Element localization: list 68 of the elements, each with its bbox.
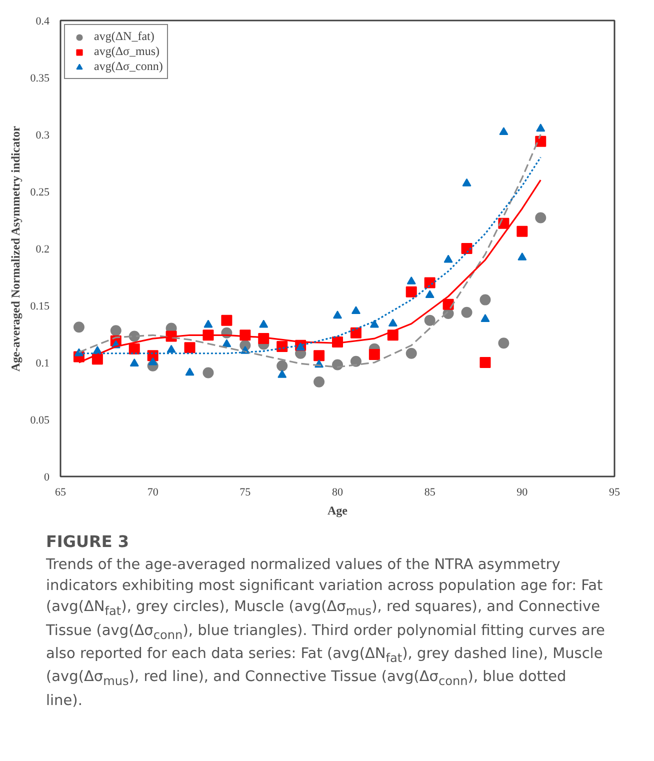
point [278,370,287,378]
point [480,294,491,306]
point [461,306,472,318]
point [73,322,84,333]
point [406,348,417,359]
point [462,178,472,186]
x-tick-label: 80 [332,486,344,498]
x-axis-title: Age [328,504,348,518]
point [148,357,158,366]
point [222,339,232,348]
point [424,314,436,326]
point [406,286,417,298]
point [498,338,510,349]
y-tick-label: 0.15 [30,300,50,312]
y-tick-label: 0 [44,472,50,484]
legend-label: avg(ΔN_fat) [94,29,154,44]
caption: FIGURE 3 [46,531,130,553]
point [184,342,196,354]
y-tick-label: 0.35 [30,72,50,84]
point [333,310,342,319]
point [480,357,491,368]
y-tick-label: 0.25 [30,186,50,198]
point [202,367,214,378]
point [204,320,213,328]
y-tick-label: 0.2 [36,244,50,256]
y-tick-label: 0.3 [36,130,50,142]
point [185,368,194,376]
point [425,290,434,298]
point [296,342,306,350]
point [130,358,139,366]
point [388,318,398,327]
x-tick-label: 90 [516,486,528,498]
point [350,356,362,367]
y-axis-title: Age-averaged Normalized Asymmetry indicator [8,125,22,372]
point [276,341,288,352]
point [406,276,416,284]
point [499,127,508,136]
point [166,344,176,353]
legend-label: avg(Δσ_conn) [94,59,163,74]
point [424,277,436,288]
point [351,306,360,314]
x-tick-label: 95 [609,486,620,498]
point [259,320,268,328]
point [535,212,546,224]
x-tick-label: 65 [55,486,66,498]
point [516,226,528,237]
y-tick-label: 0.4 [36,16,50,28]
point [370,320,379,328]
y-tick-label: 0.05 [30,414,50,426]
x-tick-label: 70 [147,486,159,498]
x-tick-label: 85 [424,486,436,498]
point [536,124,546,132]
point [276,360,288,372]
point [350,327,362,338]
point [110,325,122,336]
legend-label: avg(Δσ_mus) [94,44,160,59]
text: Trends of the age-averaged normalized values of the NTRA asymmetry indicators exhibiting most significant variation across population age for: Fat (avg(ΔN$_{fat}$), grey circles), Muscle (avg(Δσ$_{mus}$), red squares), and Connective Tissue (avg(Δσ$_{conn}$), blue triangles). Third order polynomial fitting curves are also reported for each data series: Fat (avg(ΔN$_{fat}$), grey dashed line), Muscle (avg(Δσ$_{mus}$), red line), and Connective Tissue (avg(Δσ$_{conn}$), blue dotted line). [46,557,605,709]
y-tick-label: 0.1 [36,358,50,370]
x-tick-label: 75 [240,486,252,498]
point [518,252,527,260]
point [221,314,232,326]
point [128,343,140,354]
point [314,350,325,362]
point [314,376,325,388]
point [368,349,380,360]
point [480,314,490,322]
point [461,243,472,254]
point [444,254,453,263]
